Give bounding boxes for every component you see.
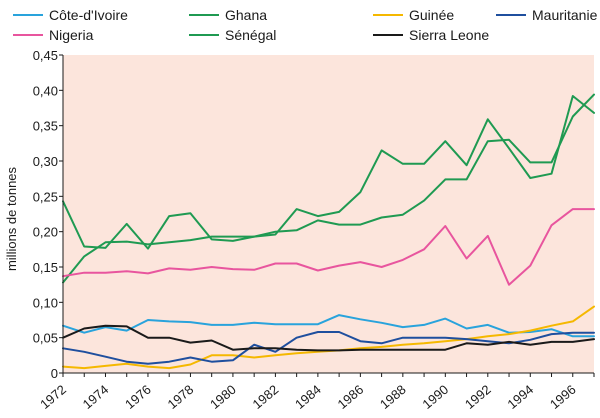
- legend-label: Côte-d'Ivoire: [49, 7, 128, 23]
- legend: Côte-d'Ivoire Ghana Guinée Mauritanie Nigeri…: [13, 7, 598, 43]
- y-tick-label: 0,25: [33, 189, 58, 204]
- x-tick-label: 1972: [37, 382, 69, 412]
- y-tick-label: 0,40: [33, 83, 58, 98]
- legend-label: Sierra Leone: [409, 27, 489, 43]
- x-tick-label: 1996: [547, 382, 579, 412]
- series-line: [62, 208, 595, 286]
- legend-item: Guinée: [373, 7, 454, 23]
- legend-item: Sénégal: [189, 27, 276, 43]
- series-layer: [62, 93, 595, 370]
- legend-item: Sierra Leone: [373, 27, 489, 43]
- x-tick-label: 1994: [504, 382, 536, 412]
- x-tick-label: 1992: [462, 382, 494, 412]
- y-tick-label: 0,20: [33, 225, 58, 240]
- x-tick-label: 1986: [334, 382, 366, 412]
- series-line: [62, 314, 595, 338]
- y-axis-title: millions de tonnes: [4, 166, 19, 271]
- y-tick-label: 0,35: [33, 119, 58, 134]
- legend-item: Nigeria: [13, 27, 94, 43]
- x-tick-label: 1988: [377, 382, 409, 412]
- x-tick-label: 1980: [207, 382, 239, 412]
- y-tick-label: 0,15: [33, 260, 58, 275]
- legend-item: Ghana: [189, 7, 267, 23]
- legend-label: Sénégal: [225, 27, 276, 43]
- y-tick-label: 0,30: [33, 154, 58, 169]
- x-tick-label: 1984: [292, 382, 324, 412]
- legend-label: Mauritanie: [532, 7, 598, 23]
- x-tick-label: 1982: [250, 382, 282, 412]
- y-tick-label: 0,10: [33, 295, 58, 310]
- legend-label: Nigeria: [49, 27, 94, 43]
- series-line: [62, 324, 595, 352]
- legend-item: Côte-d'Ivoire: [13, 7, 128, 23]
- series-line: [62, 95, 595, 250]
- legend-label: Ghana: [225, 7, 267, 23]
- x-tick-label: 1974: [80, 382, 112, 412]
- legend-label: Guinée: [409, 7, 454, 23]
- y-tick-label: 0,05: [33, 331, 58, 346]
- x-tick-label: 1976: [122, 382, 154, 412]
- y-tick-label: 0,45: [33, 48, 58, 63]
- x-tick-label: 1990: [419, 382, 451, 412]
- x-tick-label: 1978: [165, 382, 197, 412]
- legend-item: Mauritanie: [496, 7, 598, 23]
- y-tick-label: 0: [51, 366, 58, 381]
